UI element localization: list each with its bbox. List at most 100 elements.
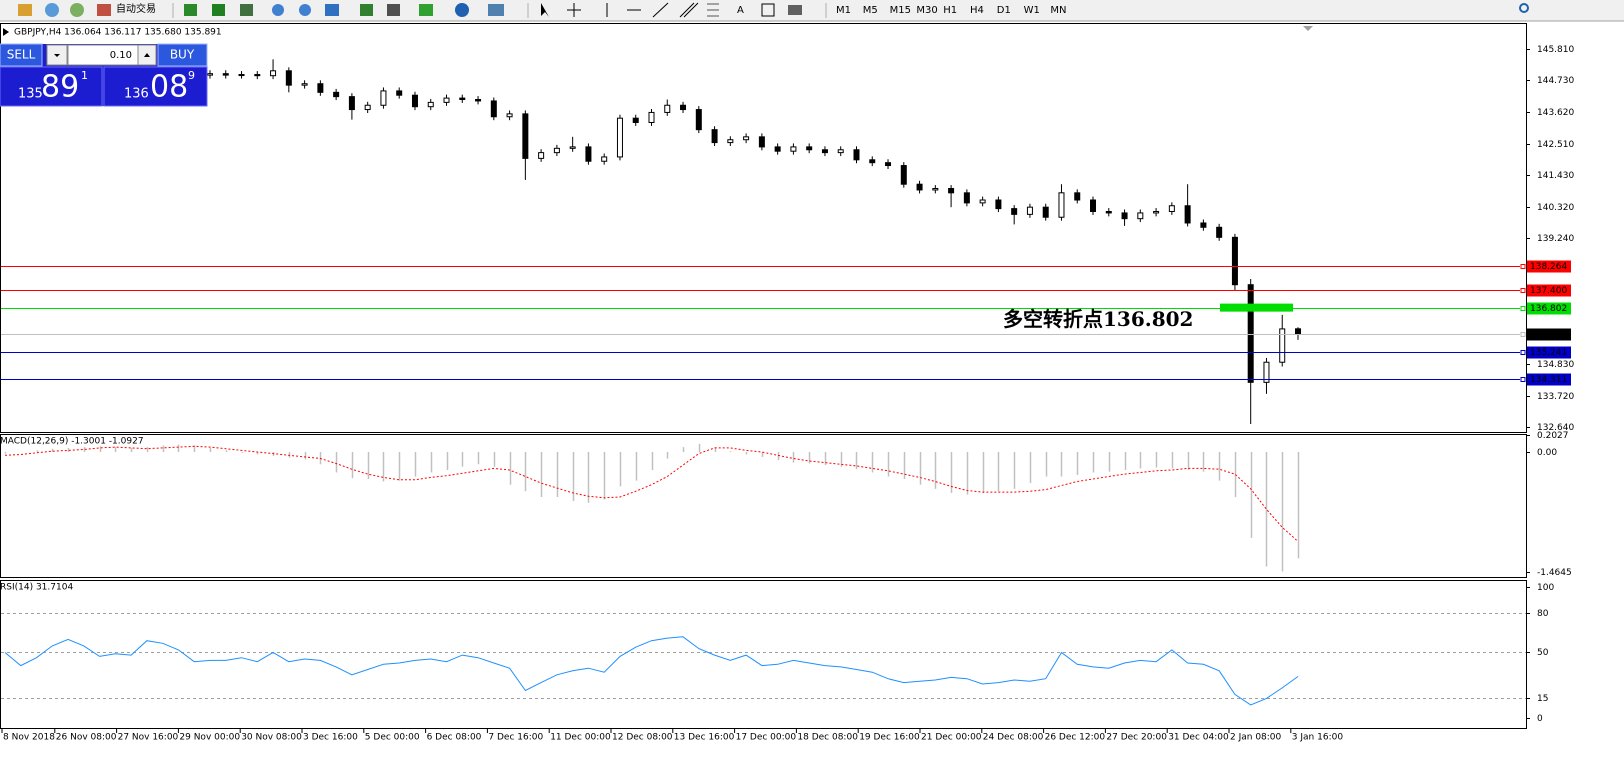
buy-button[interactable]: [157, 43, 208, 67]
candle-body: [475, 99, 482, 102]
candle-body: [1137, 212, 1144, 220]
candle-body: [1074, 192, 1081, 201]
candle-body: [1295, 328, 1301, 335]
level-price-box: [1527, 328, 1571, 341]
template-button[interactable]: [488, 4, 504, 16]
level-price-box: [1527, 302, 1571, 315]
icon-button[interactable]: [70, 3, 84, 17]
candle-body: [1263, 361, 1270, 383]
buy-price-pips[interactable]: 08: [150, 70, 188, 105]
cursor-tool[interactable]: [541, 3, 549, 17]
rsi-panel-border: [0, 580, 1527, 729]
candle-body: [1247, 284, 1254, 383]
timeframe-button[interactable]: MN: [1050, 5, 1066, 16]
level-price-box: [1527, 346, 1571, 359]
candle-body: [932, 188, 939, 191]
timeframe-button[interactable]: D1: [997, 5, 1011, 16]
level-anchor: [1520, 288, 1526, 293]
x-tick-label: 5 Dec 00:00: [365, 733, 420, 743]
timeframe-button[interactable]: H4: [970, 5, 984, 16]
icon-button[interactable]: [360, 4, 373, 16]
macd-panel-border: [0, 434, 1527, 578]
buy-label[interactable]: BUY: [170, 48, 195, 62]
icon-button[interactable]: [212, 4, 225, 16]
x-tick-label: 26 Dec 12:00: [1045, 733, 1106, 743]
buy-price-box[interactable]: [103, 66, 208, 107]
candle-body: [1200, 222, 1207, 228]
icon-button[interactable]: [240, 4, 253, 16]
candle-body: [1105, 210, 1112, 214]
timeframe-button[interactable]: M5: [863, 5, 878, 16]
x-tick-label: 17 Dec 00:00: [736, 733, 797, 743]
zoom-out[interactable]: [299, 4, 311, 16]
timeframe-button[interactable]: H1: [943, 5, 957, 16]
icon-button[interactable]: [387, 4, 400, 16]
x-tick-label: 3 Jan 16:00: [1292, 733, 1344, 743]
x-tick-label: 19 Dec 16:00: [859, 733, 920, 743]
level-anchor: [1520, 264, 1526, 269]
sell-label[interactable]: SELL: [7, 48, 36, 62]
candle-body: [948, 188, 955, 194]
level-anchor: [1520, 350, 1526, 355]
trendline-tool[interactable]: [652, 2, 669, 18]
candle-body: [490, 100, 497, 118]
channel-tool[interactable]: [679, 2, 699, 18]
panel-title: GBPJPY,H4 136.064 136.117 135.680 135.89…: [14, 28, 222, 38]
chart-frame: [0, 23, 1527, 729]
candle-body: [285, 70, 292, 86]
x-tick-label: 13 Dec 16:00: [674, 733, 735, 743]
panel-title: RSI(14) 31.7104: [0, 583, 73, 593]
panel-title: MACD(12,26,9) -1.3001 -1.0927: [0, 437, 144, 447]
search-button[interactable]: [1519, 3, 1529, 13]
timeframe-button[interactable]: W1: [1024, 5, 1040, 16]
auto-trade-button[interactable]: 自动交易: [116, 2, 156, 15]
candle-body: [222, 73, 229, 76]
annotation: 多空转折点136.802: [1003, 307, 1193, 331]
arrows-tool[interactable]: [788, 5, 802, 15]
buy-price-fraction[interactable]: 9: [188, 69, 195, 82]
auto-trade-icon[interactable]: [97, 4, 111, 16]
x-tick-label: 3 Dec 16:00: [303, 733, 358, 743]
icon-button[interactable]: [18, 4, 32, 16]
candle-body: [569, 146, 576, 149]
candle-body: [1184, 205, 1191, 224]
crosshair-tool[interactable]: [567, 3, 581, 17]
x-tick-label: 29 Nov 00:00: [179, 733, 240, 743]
level-price-label: 135.241: [1530, 348, 1567, 358]
fibo-tool[interactable]: [707, 3, 719, 17]
sell-price-box[interactable]: [0, 66, 103, 107]
label-tool[interactable]: [761, 3, 775, 17]
level-anchor: [1520, 332, 1526, 337]
candle-body: [837, 149, 844, 154]
buy-price-big-figure[interactable]: 136: [124, 87, 149, 102]
sell-price-big-figure[interactable]: 135: [18, 87, 43, 102]
lots-value[interactable]: 0.10: [110, 50, 132, 61]
text-tool[interactable]: A: [737, 5, 744, 16]
icon-button[interactable]: [45, 3, 59, 17]
x-tick-label: 27 Dec 20:00: [1106, 733, 1167, 743]
candle-body: [774, 146, 781, 152]
y-tick-label: 134.830: [1537, 360, 1574, 370]
candle-body: [680, 104, 687, 111]
icon-button[interactable]: [325, 4, 339, 16]
reversal-bar: [1220, 303, 1293, 312]
y-tick-label: 133.720: [1537, 392, 1574, 402]
sell-price-pips[interactable]: 89: [41, 70, 79, 105]
y-tick-label: 142.510: [1537, 140, 1574, 150]
candle-body: [380, 90, 387, 106]
timeframe-button[interactable]: M1: [836, 5, 851, 16]
timeframe-button[interactable]: M15: [890, 5, 911, 16]
level-price-label: 134.311: [1530, 375, 1567, 385]
indicators-button[interactable]: [419, 4, 433, 16]
zoom-in[interactable]: [272, 4, 284, 16]
x-tick-label: 12 Dec 08:00: [612, 733, 673, 743]
period-button[interactable]: [455, 3, 469, 17]
sell-button[interactable]: [0, 43, 43, 67]
icon-button[interactable]: [184, 4, 197, 16]
candle-body: [869, 159, 876, 164]
candle-body: [459, 97, 466, 101]
timeframe-button[interactable]: M30: [916, 5, 937, 16]
y-tick-label: 139.240: [1537, 234, 1574, 244]
level-price-box: [1527, 284, 1571, 297]
sell-price-fraction[interactable]: 1: [81, 69, 88, 82]
